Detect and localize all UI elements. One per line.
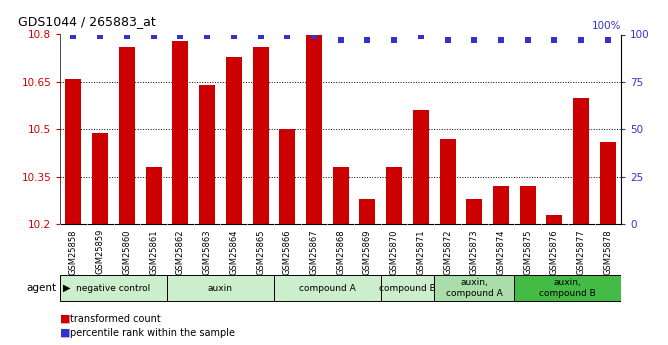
Text: auxin,
compound B: auxin, compound B — [540, 278, 596, 298]
Point — [496, 37, 506, 43]
Bar — [434, 275, 514, 301]
Point — [603, 37, 613, 43]
Point — [389, 37, 399, 43]
Point — [335, 37, 346, 43]
Bar — [359, 199, 375, 224]
Point — [469, 37, 480, 43]
Point — [522, 37, 533, 43]
Text: percentile rank within the sample: percentile rank within the sample — [70, 328, 235, 338]
Text: auxin: auxin — [208, 284, 233, 293]
Bar — [92, 132, 108, 224]
Bar — [199, 85, 215, 224]
Text: auxin,
compound A: auxin, compound A — [446, 278, 502, 298]
Bar — [600, 142, 616, 224]
Point — [175, 33, 186, 39]
Bar — [514, 275, 621, 301]
Bar — [573, 98, 589, 224]
Bar — [65, 79, 81, 224]
Bar — [274, 275, 381, 301]
Point — [148, 33, 159, 39]
Text: negative control: negative control — [76, 284, 151, 293]
Bar — [386, 167, 402, 224]
Text: 100%: 100% — [592, 21, 621, 31]
Bar — [253, 47, 269, 224]
Point — [202, 33, 212, 39]
Point — [549, 37, 560, 43]
Text: transformed count: transformed count — [70, 314, 161, 324]
Point — [282, 33, 293, 39]
Point — [415, 33, 426, 39]
Point — [228, 33, 239, 39]
Bar — [381, 275, 434, 301]
Bar — [333, 167, 349, 224]
Bar — [546, 215, 562, 224]
Bar — [60, 275, 167, 301]
Bar — [226, 57, 242, 224]
Point — [122, 33, 132, 39]
Bar — [119, 47, 135, 224]
Text: ■: ■ — [60, 328, 71, 338]
Bar — [493, 186, 509, 224]
Point — [95, 33, 106, 39]
Bar — [520, 186, 536, 224]
Point — [68, 33, 79, 39]
Bar — [279, 129, 295, 224]
Bar — [466, 199, 482, 224]
Text: ▶: ▶ — [63, 283, 71, 293]
Bar — [306, 34, 322, 224]
Bar — [167, 275, 274, 301]
Point — [309, 33, 319, 39]
Point — [362, 37, 373, 43]
Text: compound A: compound A — [299, 284, 355, 293]
Bar — [172, 41, 188, 224]
Bar — [440, 139, 456, 224]
Text: agent: agent — [27, 283, 57, 293]
Bar — [413, 110, 429, 224]
Point — [576, 37, 587, 43]
Text: ■: ■ — [60, 314, 71, 324]
Text: GDS1044 / 265883_at: GDS1044 / 265883_at — [18, 15, 156, 28]
Point — [255, 33, 266, 39]
Bar — [146, 167, 162, 224]
Text: compound B: compound B — [379, 284, 436, 293]
Point — [442, 37, 453, 43]
